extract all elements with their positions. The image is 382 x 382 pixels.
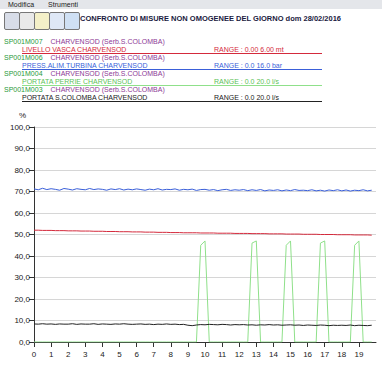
html-text:SP001M006: SP001M006 xyxy=(4,54,43,61)
html-text:PORTATA S.COLOMBA CHARVENSOD: PORTATA S.COLOMBA CHARVENSOD xyxy=(22,93,148,101)
html-text:RANGE : 0.0 20.0 l/s: RANGE : 0.0 20.0 l/s xyxy=(214,77,279,85)
svg-text:3: 3 xyxy=(83,350,88,359)
svg-text:15: 15 xyxy=(286,350,295,359)
svg-text:12: 12 xyxy=(235,350,244,359)
svg-text:5: 5 xyxy=(117,350,122,359)
svg-text:0,0: 0,0 xyxy=(19,338,31,347)
svg-text:7: 7 xyxy=(151,350,156,359)
svg-text:20,0: 20,0 xyxy=(14,295,30,304)
html-text:RANGE : 0.0 20.0 l/s: RANGE : 0.0 20.0 l/s xyxy=(214,93,279,101)
svg-text:8: 8 xyxy=(169,350,174,359)
svg-text:14: 14 xyxy=(269,350,278,359)
html-text:LIVELLO VASCA CHARVENSOD: LIVELLO VASCA CHARVENSOD xyxy=(22,45,127,53)
svg-text:100,0: 100,0 xyxy=(10,123,31,132)
svg-text:9: 9 xyxy=(186,350,191,359)
svg-text:90,0: 90,0 xyxy=(14,144,30,153)
html-text:CHARVENSOD (Serb.S.COLOMBA): CHARVENSOD (Serb.S.COLOMBA) xyxy=(50,38,165,45)
svg-text:10: 10 xyxy=(201,350,210,359)
html-text:CHARVENSOD (Serb.S.COLOMBA): CHARVENSOD (Serb.S.COLOMBA) xyxy=(50,54,165,61)
svg-text:0: 0 xyxy=(32,350,37,359)
svg-text:40,0: 40,0 xyxy=(14,252,30,261)
html-text:Modifica: Modifica xyxy=(8,1,35,8)
svg-text:4: 4 xyxy=(100,350,105,359)
html-text:CHARVENSOD (Serb.S.COLOMBA): CHARVENSOD (Serb.S.COLOMBA) xyxy=(50,86,165,93)
html-text:PORTATA PERRIE CHARVENSOD: PORTATA PERRIE CHARVENSOD xyxy=(22,77,133,85)
svg-text:30,0: 30,0 xyxy=(14,273,30,282)
html-text:CHARVENSOD (Serb.S.COLOMBA): CHARVENSOD (Serb.S.COLOMBA) xyxy=(50,70,165,77)
svg-text:80,0: 80,0 xyxy=(14,166,30,175)
html-text:RANGE : 0.00 6.00 mt: RANGE : 0.00 6.00 mt xyxy=(214,45,284,53)
svg-text:13: 13 xyxy=(252,350,261,359)
html-text:RANGE : 0.0 16.0 bar: RANGE : 0.0 16.0 bar xyxy=(214,61,283,69)
svg-text:19: 19 xyxy=(354,350,363,359)
html-text:PRESS.ALIM.TURBINA CHARVENSOD: PRESS.ALIM.TURBINA CHARVENSOD xyxy=(22,61,148,69)
html-text:SP001M007: SP001M007 xyxy=(4,38,43,45)
html-text:SP001M004: SP001M004 xyxy=(4,70,43,77)
html-text:CONFRONTO DI MISURE NON OMOGEN: CONFRONTO DI MISURE NON OMOGENEE DEL GIO… xyxy=(80,14,341,23)
html-text:Strumenti: Strumenti xyxy=(48,1,78,8)
svg-text:17: 17 xyxy=(320,350,329,359)
svg-text:50,0: 50,0 xyxy=(14,230,30,239)
svg-text:2: 2 xyxy=(66,350,71,359)
svg-text:11: 11 xyxy=(218,350,227,359)
svg-text:70,0: 70,0 xyxy=(14,187,30,196)
svg-text:16: 16 xyxy=(303,350,312,359)
svg-text:60,0: 60,0 xyxy=(14,209,30,218)
svg-text:10,0: 10,0 xyxy=(14,316,30,325)
svg-text:18: 18 xyxy=(337,350,346,359)
svg-text:6: 6 xyxy=(134,350,139,359)
svg-text:1: 1 xyxy=(49,350,54,359)
html-text:SP001M003: SP001M003 xyxy=(4,86,43,93)
svg-text:%: % xyxy=(19,111,26,120)
